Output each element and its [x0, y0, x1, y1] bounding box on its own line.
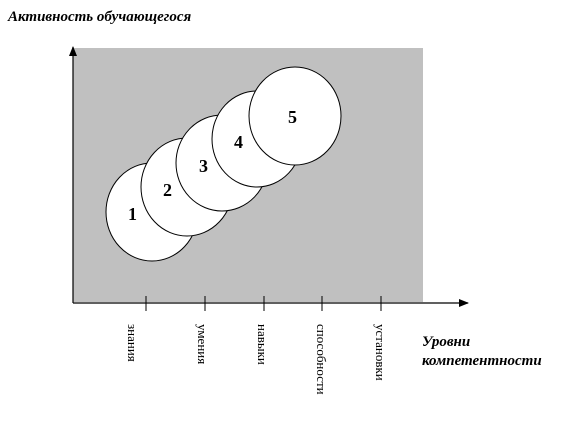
circle-3-label: 3: [199, 156, 208, 176]
x-tick-label-znaniya: знания: [125, 324, 140, 362]
y-axis-title: Активность обучающегося: [7, 9, 191, 25]
circle-5: [248, 66, 342, 166]
x-axis-title-line-2: компетентности: [422, 353, 542, 369]
circle-2-label: 2: [163, 180, 172, 200]
x-tick-label-sposobnosti: способности: [314, 324, 329, 395]
circle-1-label: 1: [128, 204, 137, 224]
circle-4-label: 4: [234, 132, 243, 152]
x-axis-title-line-1: Уровни: [422, 334, 470, 350]
x-tick-label-navyki: навыки: [255, 324, 270, 365]
x-tick-label-umeniya: умения: [195, 324, 210, 364]
x-tick-label-ustanovki: установки: [373, 324, 388, 381]
circle-5-label: 5: [288, 107, 297, 127]
